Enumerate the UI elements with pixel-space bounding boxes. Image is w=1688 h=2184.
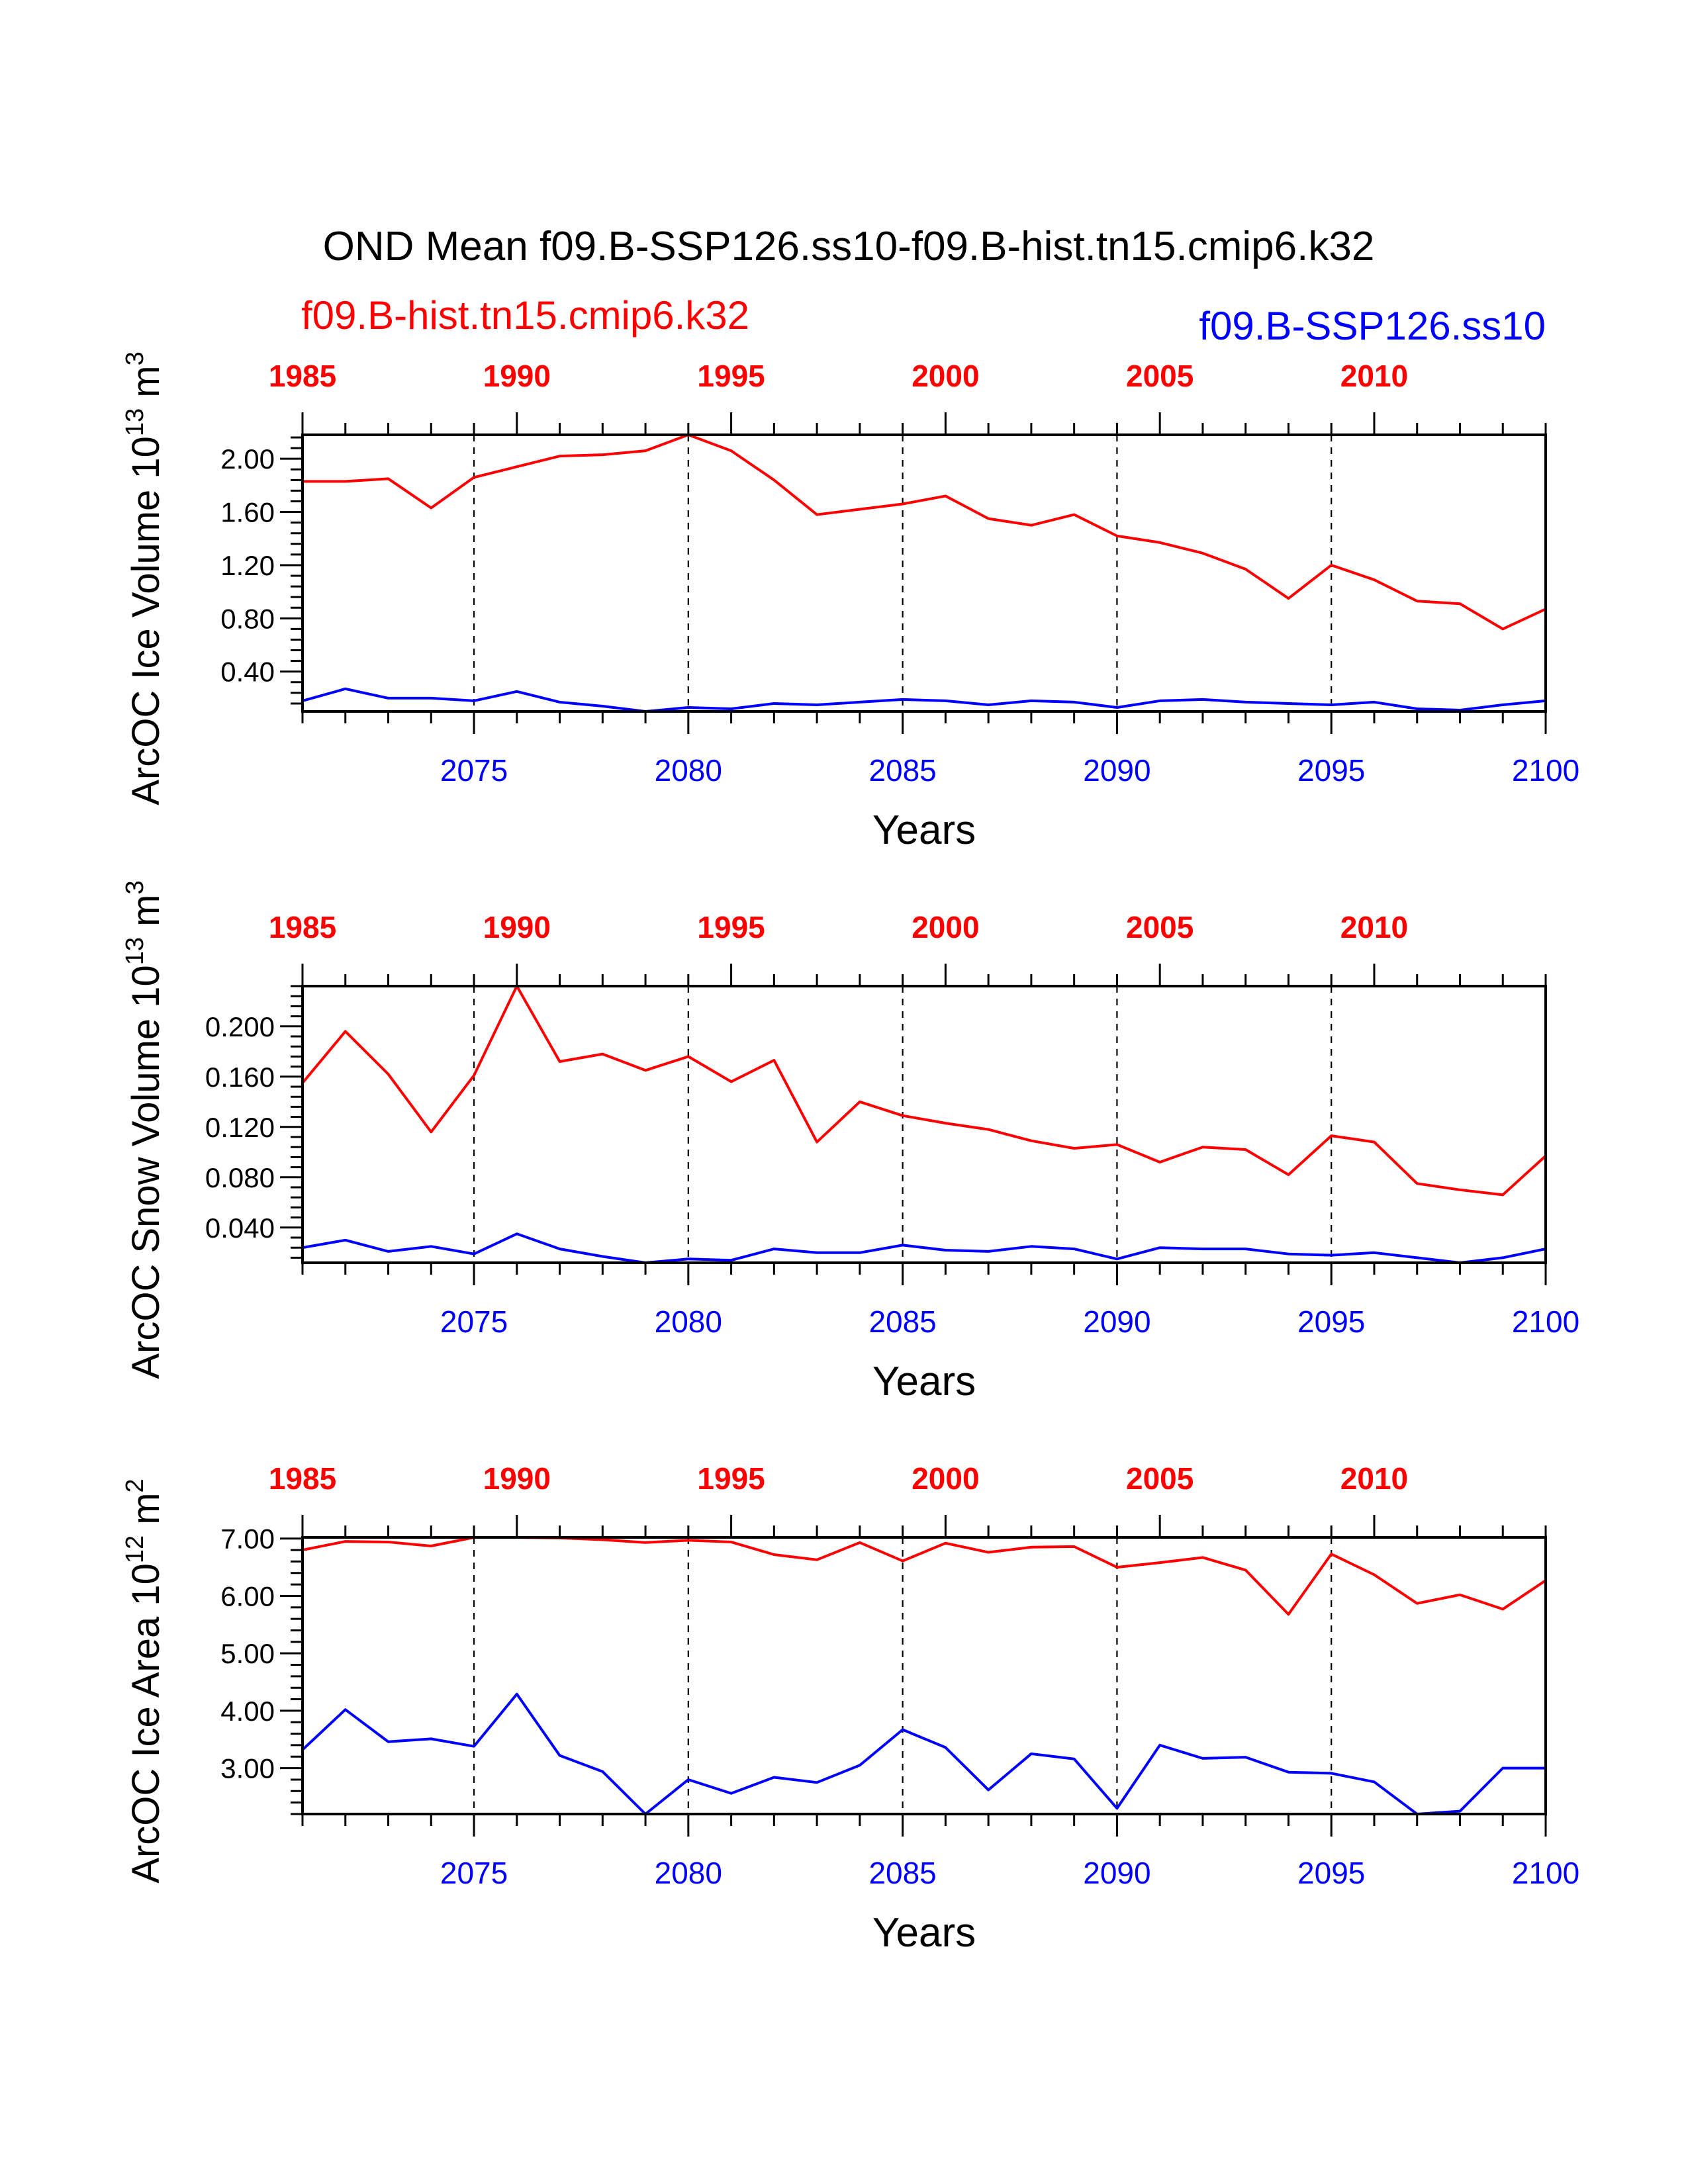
x-tick-label: 2095 bbox=[1297, 753, 1365, 788]
y-tick-label: 1.20 bbox=[220, 550, 275, 581]
x-tick-label: 2095 bbox=[1297, 1304, 1365, 1339]
top-x-tick-label: 2010 bbox=[1340, 910, 1408, 944]
panel-1: 2075 2080 2085 2090 2095 2100 1985 1990 1995 2000… bbox=[121, 351, 1579, 853]
x-tick-label: 2085 bbox=[868, 1856, 936, 1890]
series-hist-line bbox=[303, 1536, 1546, 1616]
x-tick-label: 2075 bbox=[440, 1304, 508, 1339]
x-tick-label: 2100 bbox=[1512, 753, 1579, 788]
top-x-tick-label: 2010 bbox=[1340, 359, 1408, 393]
top-x-tick-label: 1985 bbox=[269, 910, 336, 944]
y-tick-label: 6.00 bbox=[220, 1580, 275, 1612]
y-tick-label: 2.00 bbox=[220, 443, 275, 475]
legend-hist-label: f09.B-hist.tn15.cmip6.k32 bbox=[301, 293, 749, 338]
series-ssp-line bbox=[303, 687, 1546, 713]
y-tick-label: 0.160 bbox=[205, 1062, 275, 1093]
series-hist-line bbox=[303, 433, 1546, 631]
x-axis-label: Years bbox=[872, 1910, 976, 1956]
top-x-tick-label: 2000 bbox=[912, 1461, 979, 1496]
x-tick-label: 2085 bbox=[868, 753, 936, 788]
x-tick-label: 2095 bbox=[1297, 1856, 1365, 1890]
top-x-tick-label: 1995 bbox=[697, 359, 765, 393]
y-tick-label: 5.00 bbox=[220, 1638, 275, 1669]
x-axis-label: Years bbox=[872, 807, 976, 853]
top-x-tick-label: 2005 bbox=[1126, 1461, 1194, 1496]
y-tick-label: 7.00 bbox=[220, 1524, 275, 1555]
top-x-tick-label: 2000 bbox=[912, 910, 979, 944]
y-tick-label: 0.200 bbox=[205, 1011, 275, 1042]
y-tick-label: 0.80 bbox=[220, 603, 275, 634]
top-x-tick-label: 1990 bbox=[483, 910, 551, 944]
figure-title: OND Mean f09.B-SSP126.ss10-f09.B-hist.tn… bbox=[323, 224, 1375, 269]
x-tick-label: 2080 bbox=[655, 753, 722, 788]
series-hist-line bbox=[303, 985, 1546, 1197]
top-x-tick-label: 1995 bbox=[697, 1461, 765, 1496]
top-x-tick-label: 2005 bbox=[1126, 359, 1194, 393]
series-ssp-line bbox=[303, 1692, 1546, 1815]
x-tick-label: 2075 bbox=[440, 1856, 508, 1890]
panel-3: 2075 2080 2085 2090 2095 2100 1985 1990 1995 2000… bbox=[121, 1461, 1579, 1956]
panel-2: 2075 2080 2085 2090 2095 2100 1985 1990 1995 2000… bbox=[121, 880, 1579, 1404]
y-tick-label: 0.120 bbox=[205, 1112, 275, 1143]
x-tick-label: 2090 bbox=[1083, 1856, 1150, 1890]
legend-ssp-label: f09.B-SSP126.ss10 bbox=[1199, 304, 1546, 348]
x-axis-label: Years bbox=[872, 1359, 976, 1404]
top-x-tick-label: 1990 bbox=[483, 359, 551, 393]
y-tick-label: 3.00 bbox=[220, 1753, 275, 1784]
top-x-tick-label: 2010 bbox=[1340, 1461, 1408, 1496]
top-x-tick-label: 2005 bbox=[1126, 910, 1194, 944]
top-x-tick-label: 1995 bbox=[697, 910, 765, 944]
plot-frame bbox=[301, 433, 1547, 713]
y-tick-label: 0.40 bbox=[220, 657, 275, 688]
plot-frame bbox=[301, 1536, 1547, 1815]
x-tick-label: 2075 bbox=[440, 753, 508, 788]
x-tick-label: 2085 bbox=[868, 1304, 936, 1339]
series-ssp-line bbox=[303, 1232, 1546, 1264]
x-tick-label: 2090 bbox=[1083, 1304, 1150, 1339]
top-x-tick-label: 2000 bbox=[912, 359, 979, 393]
y-axis-label: ArcOC Ice Volume 1013 m3 bbox=[121, 351, 167, 805]
top-x-tick-label: 1990 bbox=[483, 1461, 551, 1496]
x-tick-label: 2100 bbox=[1512, 1304, 1579, 1339]
x-tick-label: 2080 bbox=[655, 1856, 722, 1890]
y-tick-label: 0.040 bbox=[205, 1212, 275, 1244]
y-axis-label: ArcOC Ice Area 1012 m2 bbox=[121, 1479, 167, 1883]
top-x-tick-label: 1985 bbox=[269, 1461, 336, 1496]
x-tick-label: 2100 bbox=[1512, 1856, 1579, 1890]
y-axis-label: ArcOC Snow Volume 1013 m3 bbox=[121, 880, 167, 1379]
x-tick-label: 2090 bbox=[1083, 753, 1150, 788]
plot-frame bbox=[301, 985, 1547, 1264]
y-tick-label: 0.080 bbox=[205, 1162, 275, 1193]
top-x-tick-label: 1985 bbox=[269, 359, 336, 393]
y-tick-label: 4.00 bbox=[220, 1696, 275, 1727]
x-tick-label: 2080 bbox=[655, 1304, 722, 1339]
y-tick-label: 1.60 bbox=[220, 497, 275, 528]
